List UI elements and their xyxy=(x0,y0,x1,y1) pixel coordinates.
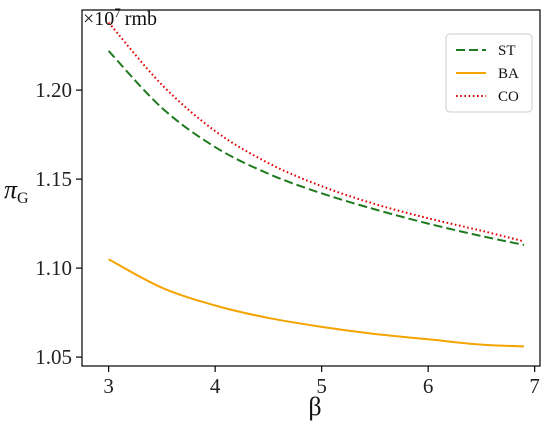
series-line-st xyxy=(107,50,525,246)
y-axis-label-subscript: G xyxy=(17,190,29,207)
x-tick-label: 4 xyxy=(210,374,221,398)
y-axis-label: πG xyxy=(4,175,29,207)
legend-box xyxy=(445,33,533,113)
legend-label-ba: BA xyxy=(498,66,519,82)
legend-label-st: ST xyxy=(498,43,516,59)
x-tick-label: 5 xyxy=(316,374,327,398)
plot-frame xyxy=(81,9,541,367)
series-lines xyxy=(107,21,525,348)
x-axis-label: β xyxy=(308,392,321,421)
series-line-co xyxy=(107,21,525,243)
series-line-ba xyxy=(108,258,525,348)
x-tick-label: 3 xyxy=(103,374,114,398)
y-tick-label: 1.20 xyxy=(35,78,72,102)
legend: ST BA CO xyxy=(445,33,533,113)
y-multiplier-exponent: 7 xyxy=(114,5,121,20)
y-tick-label: 1.15 xyxy=(35,167,72,191)
axis-ticks: 3 4 5 6 7 1.05 1.10 1.15 1.20 xyxy=(35,78,540,398)
x-tick-label: 7 xyxy=(529,374,540,398)
y-tick-label: 1.10 xyxy=(35,256,72,280)
plot-area xyxy=(81,9,541,367)
x-tick-label: 6 xyxy=(423,374,434,398)
legend-label-co: CO xyxy=(498,89,519,105)
y-multiplier-label: ×107 rmb xyxy=(83,5,157,30)
y-multiplier-unit: rmb xyxy=(125,8,157,30)
y-tick-label: 1.05 xyxy=(35,345,72,369)
